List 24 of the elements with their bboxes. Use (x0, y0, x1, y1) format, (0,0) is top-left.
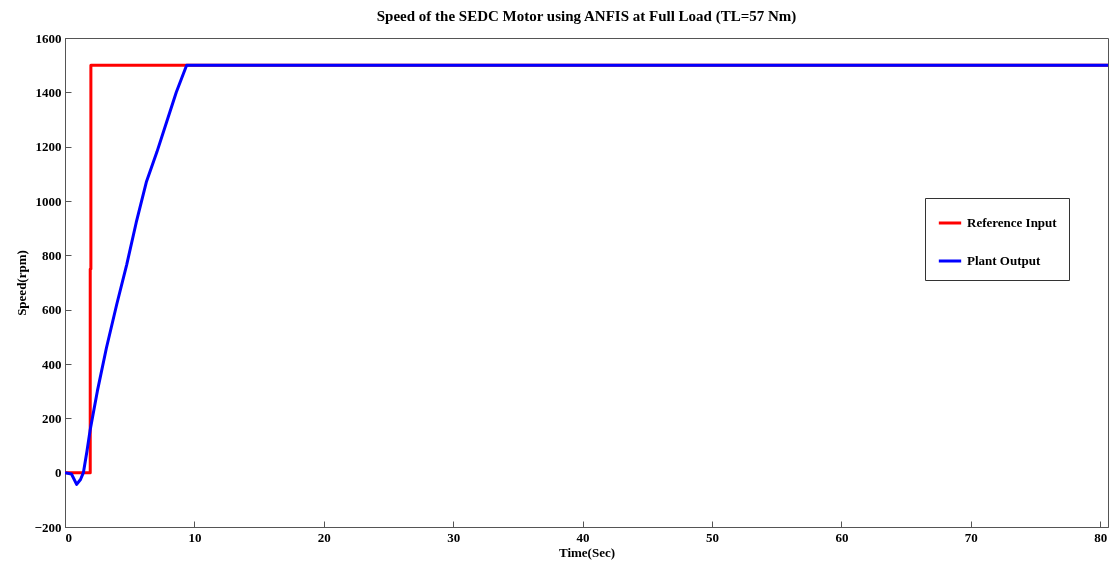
x-tick-label: 20 (317, 529, 331, 545)
y-tick-label: 1000 (35, 193, 62, 209)
x-tick-label: 30 (447, 529, 461, 545)
y-tick-label: 0 (55, 465, 62, 481)
legend-label: Reference Input (967, 215, 1058, 230)
x-tick-label: 80 (1094, 529, 1108, 545)
y-tick-label: 1200 (35, 139, 62, 155)
y-tick-label: 800 (42, 247, 62, 263)
y-tick-label: 200 (42, 410, 62, 426)
x-tick-label: 10 (188, 529, 202, 545)
chart-title: Speed of the SEDC Motor using ANFIS at Full Load (TL=57 Nm) (376, 8, 797, 25)
y-tick-label: 400 (42, 356, 62, 372)
x-tick-label: 50 (706, 529, 720, 545)
x-tick-label: 70 (964, 529, 978, 545)
y-tick-label: 1600 (35, 30, 62, 46)
y-tick-label: −200 (34, 519, 62, 535)
legend-label: Plant Output (967, 253, 1041, 268)
y-tick-label: 1400 (35, 84, 62, 100)
x-tick-label: 0 (65, 529, 72, 545)
x-axis-title: Time(Sec) (558, 544, 616, 560)
x-tick-label: 60 (835, 529, 849, 545)
y-axis-title: Speed(rpm) (13, 250, 29, 316)
y-tick-label: 600 (42, 302, 62, 318)
x-tick-label: 40 (576, 529, 590, 545)
